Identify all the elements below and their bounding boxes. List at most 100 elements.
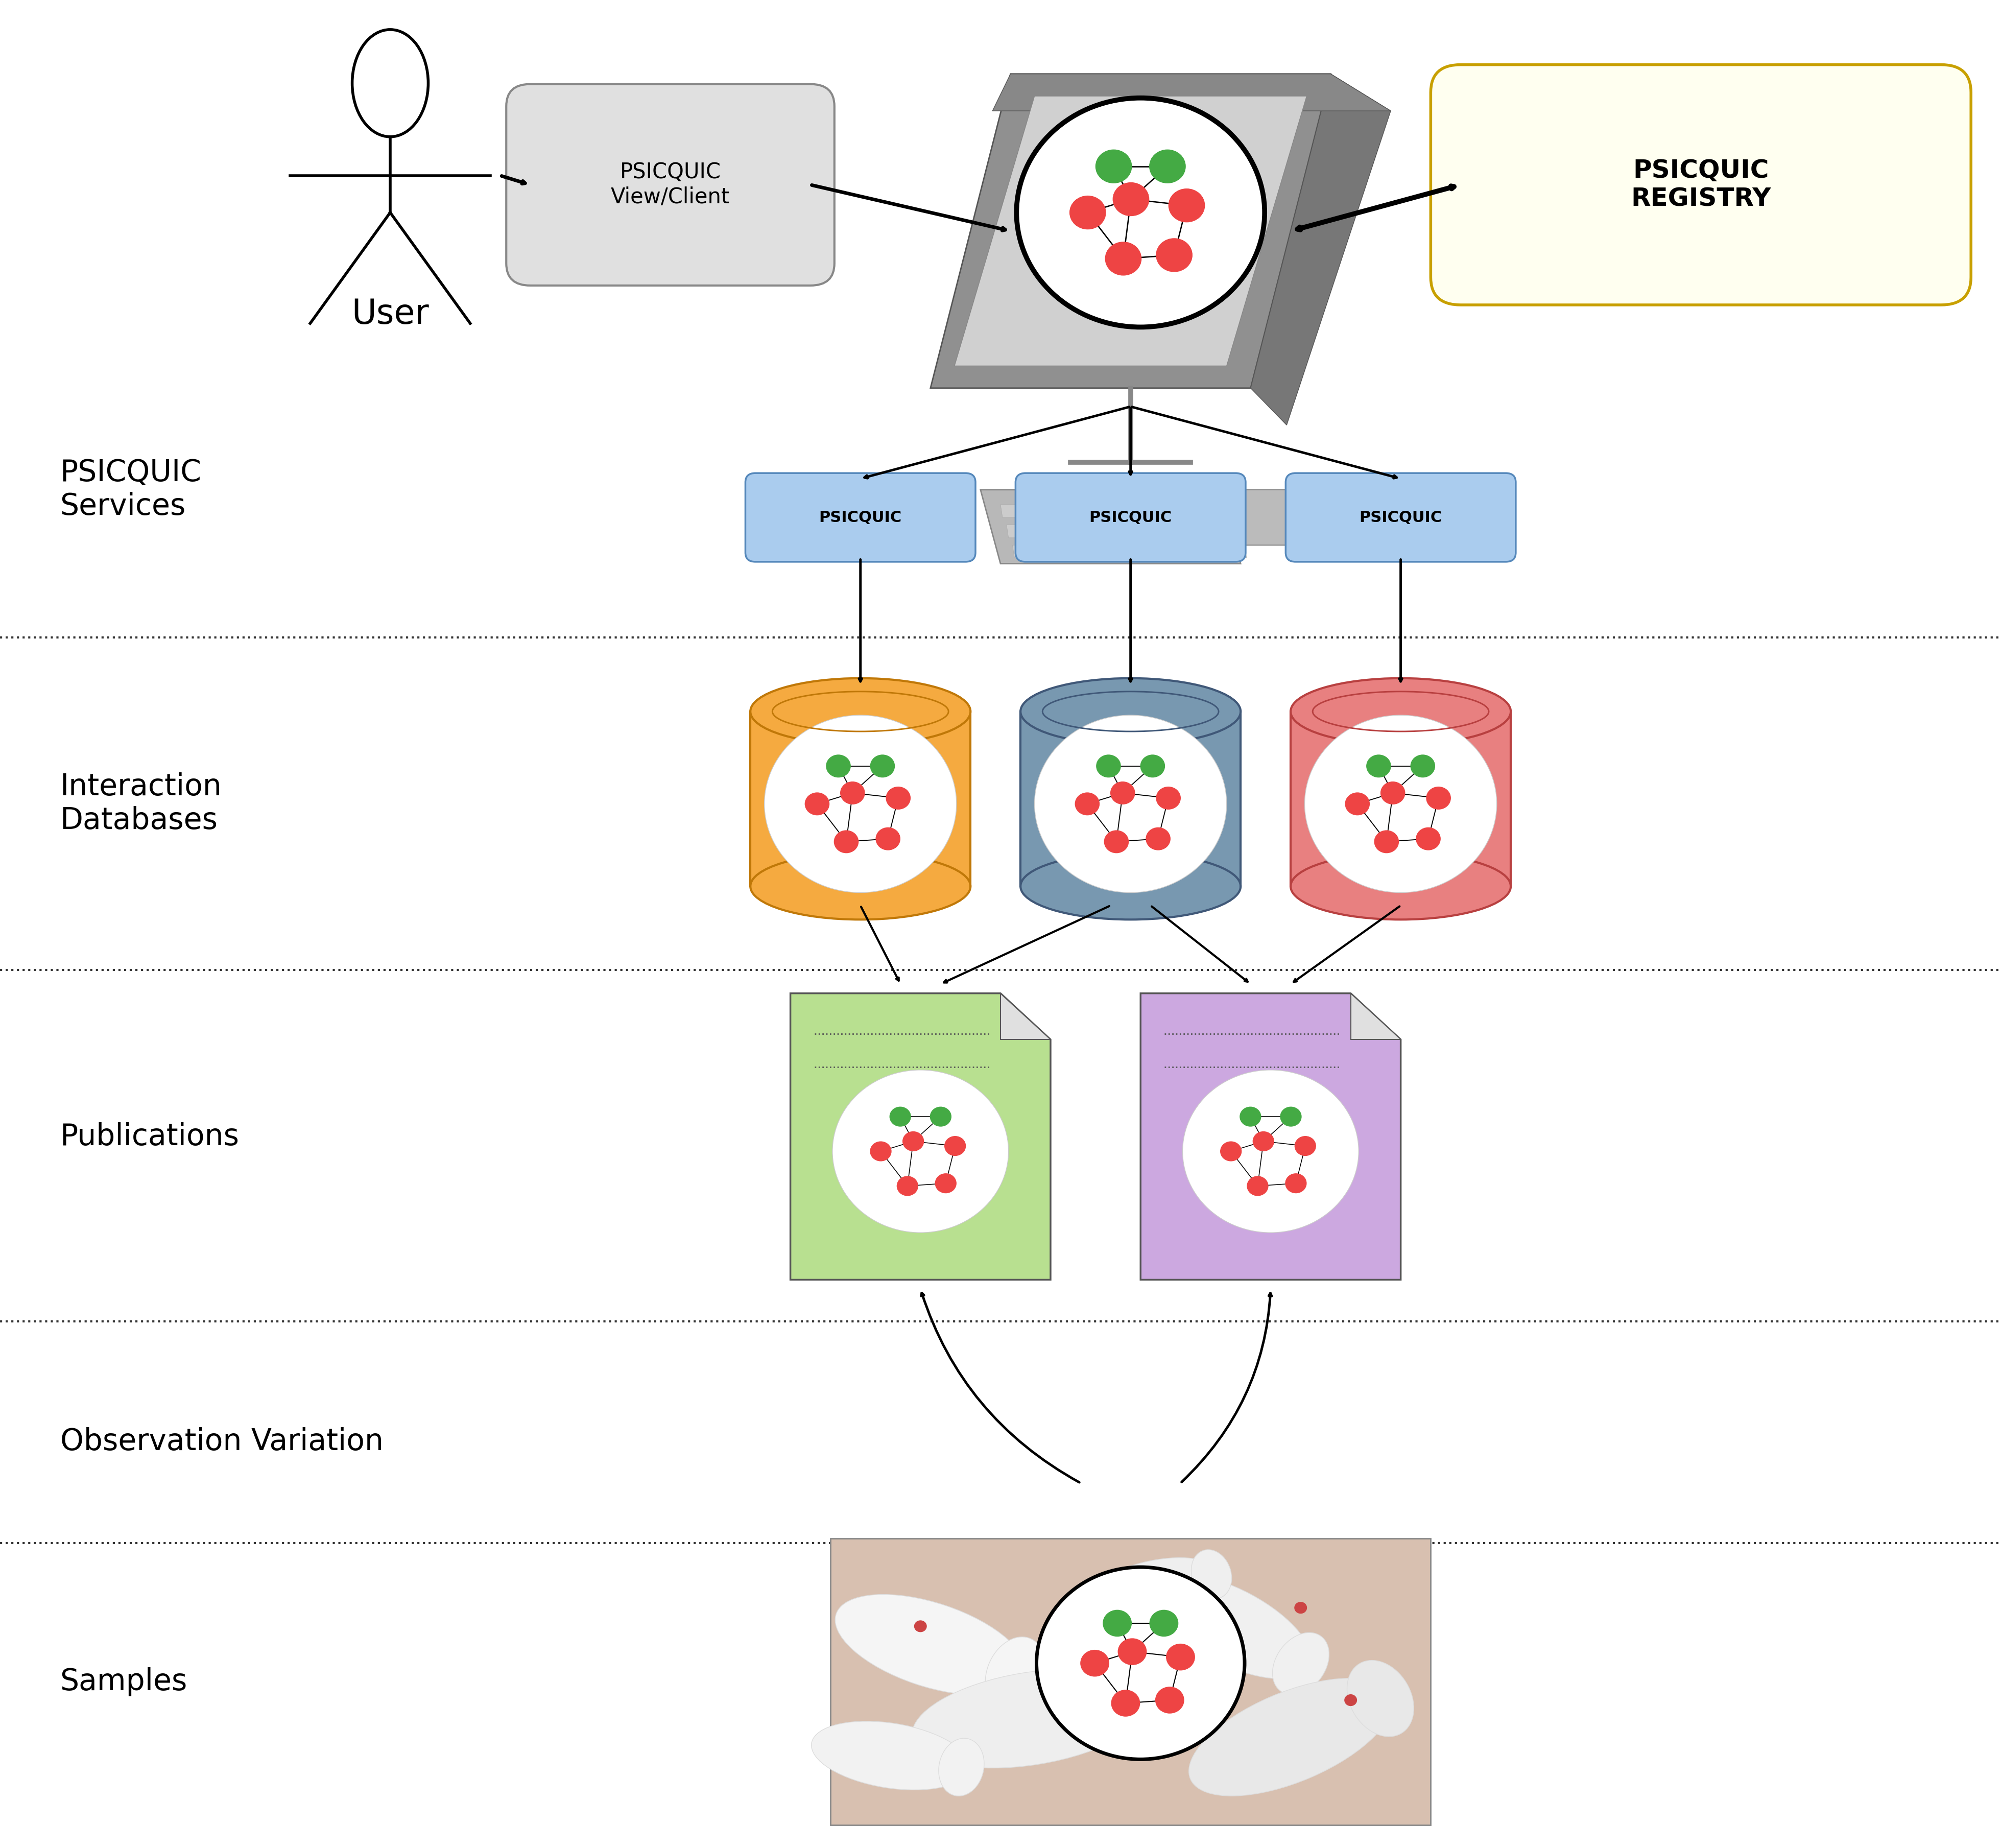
- Circle shape: [1151, 1610, 1179, 1635]
- Text: PSICQUIC: PSICQUIC: [818, 510, 902, 525]
- Ellipse shape: [810, 1720, 970, 1791]
- Circle shape: [1103, 1610, 1131, 1635]
- Text: PSICQUIC: PSICQUIC: [1359, 510, 1443, 525]
- Circle shape: [886, 787, 910, 809]
- Ellipse shape: [1189, 1678, 1393, 1796]
- Ellipse shape: [1021, 854, 1241, 920]
- Circle shape: [934, 1173, 956, 1194]
- Polygon shape: [980, 490, 1241, 564]
- Circle shape: [764, 715, 956, 893]
- FancyBboxPatch shape: [744, 473, 974, 562]
- Circle shape: [1367, 756, 1391, 778]
- FancyBboxPatch shape: [506, 85, 834, 285]
- Circle shape: [1167, 1645, 1195, 1671]
- Circle shape: [840, 782, 864, 804]
- Polygon shape: [992, 74, 1391, 111]
- Circle shape: [1071, 196, 1107, 229]
- Circle shape: [1295, 1602, 1307, 1613]
- Ellipse shape: [984, 1637, 1045, 1709]
- Ellipse shape: [1291, 678, 1511, 745]
- Polygon shape: [1251, 74, 1391, 425]
- Circle shape: [944, 1137, 966, 1155]
- Polygon shape: [1193, 545, 1217, 558]
- Circle shape: [1183, 1070, 1359, 1233]
- Circle shape: [896, 1177, 918, 1196]
- Ellipse shape: [1151, 1574, 1311, 1678]
- Ellipse shape: [1191, 1550, 1233, 1599]
- Text: Samples: Samples: [60, 1667, 188, 1696]
- Polygon shape: [930, 74, 1331, 388]
- Circle shape: [826, 756, 850, 778]
- Text: PSICQUIC
View/Client: PSICQUIC View/Client: [610, 161, 730, 209]
- Ellipse shape: [1347, 1660, 1415, 1737]
- Circle shape: [1247, 1177, 1269, 1196]
- Polygon shape: [1021, 711, 1241, 887]
- Polygon shape: [1031, 505, 1055, 517]
- Ellipse shape: [1021, 678, 1241, 745]
- Polygon shape: [1157, 525, 1181, 538]
- Polygon shape: [1037, 525, 1061, 538]
- Polygon shape: [1097, 525, 1121, 538]
- Polygon shape: [1181, 505, 1205, 517]
- Circle shape: [1427, 787, 1451, 809]
- Circle shape: [1411, 756, 1435, 778]
- Ellipse shape: [912, 1669, 1149, 1769]
- Ellipse shape: [1083, 1558, 1219, 1621]
- Circle shape: [1381, 782, 1405, 804]
- FancyBboxPatch shape: [1431, 65, 1971, 305]
- Polygon shape: [1043, 545, 1067, 558]
- FancyBboxPatch shape: [1285, 473, 1515, 562]
- Polygon shape: [1351, 994, 1401, 1039]
- Circle shape: [1281, 1107, 1301, 1125]
- Circle shape: [1037, 1567, 1245, 1759]
- Circle shape: [1017, 98, 1265, 327]
- Polygon shape: [1141, 994, 1401, 1279]
- Polygon shape: [1163, 545, 1187, 558]
- Text: Publications: Publications: [60, 1122, 240, 1151]
- Circle shape: [870, 1142, 890, 1161]
- Polygon shape: [1187, 525, 1211, 538]
- Polygon shape: [1211, 505, 1235, 517]
- Circle shape: [902, 1131, 924, 1151]
- Ellipse shape: [1103, 1660, 1171, 1743]
- Text: PSICQUIC
Services: PSICQUIC Services: [60, 458, 202, 521]
- Circle shape: [1375, 830, 1399, 852]
- Polygon shape: [1013, 545, 1037, 558]
- Text: PSICQUIC
REGISTRY: PSICQUIC REGISTRY: [1631, 159, 1771, 211]
- Circle shape: [1097, 756, 1121, 778]
- Polygon shape: [1001, 505, 1025, 517]
- Circle shape: [914, 1621, 926, 1632]
- Polygon shape: [830, 1538, 1431, 1826]
- Polygon shape: [1067, 525, 1091, 538]
- Circle shape: [834, 830, 858, 852]
- Circle shape: [1285, 1173, 1307, 1194]
- Polygon shape: [1001, 994, 1051, 1039]
- Circle shape: [1141, 756, 1165, 778]
- Ellipse shape: [938, 1739, 984, 1796]
- Polygon shape: [1223, 545, 1247, 558]
- Polygon shape: [790, 994, 1051, 1279]
- Circle shape: [1113, 183, 1149, 216]
- Polygon shape: [1073, 545, 1097, 558]
- Circle shape: [1105, 830, 1129, 852]
- Circle shape: [1105, 242, 1141, 275]
- Circle shape: [1035, 715, 1227, 893]
- Circle shape: [1149, 150, 1185, 183]
- Circle shape: [1157, 238, 1193, 272]
- Circle shape: [1111, 782, 1135, 804]
- Circle shape: [1295, 1137, 1317, 1155]
- Circle shape: [804, 793, 828, 815]
- Polygon shape: [1235, 490, 1315, 545]
- Polygon shape: [1007, 525, 1031, 538]
- Ellipse shape: [1273, 1632, 1329, 1695]
- Circle shape: [930, 1107, 950, 1125]
- Circle shape: [876, 828, 900, 850]
- Polygon shape: [1103, 545, 1127, 558]
- Circle shape: [890, 1107, 910, 1125]
- Circle shape: [1221, 1142, 1241, 1161]
- Circle shape: [1345, 1695, 1357, 1706]
- Circle shape: [1155, 1687, 1185, 1713]
- Circle shape: [870, 756, 894, 778]
- Circle shape: [1147, 828, 1171, 850]
- Circle shape: [1157, 787, 1181, 809]
